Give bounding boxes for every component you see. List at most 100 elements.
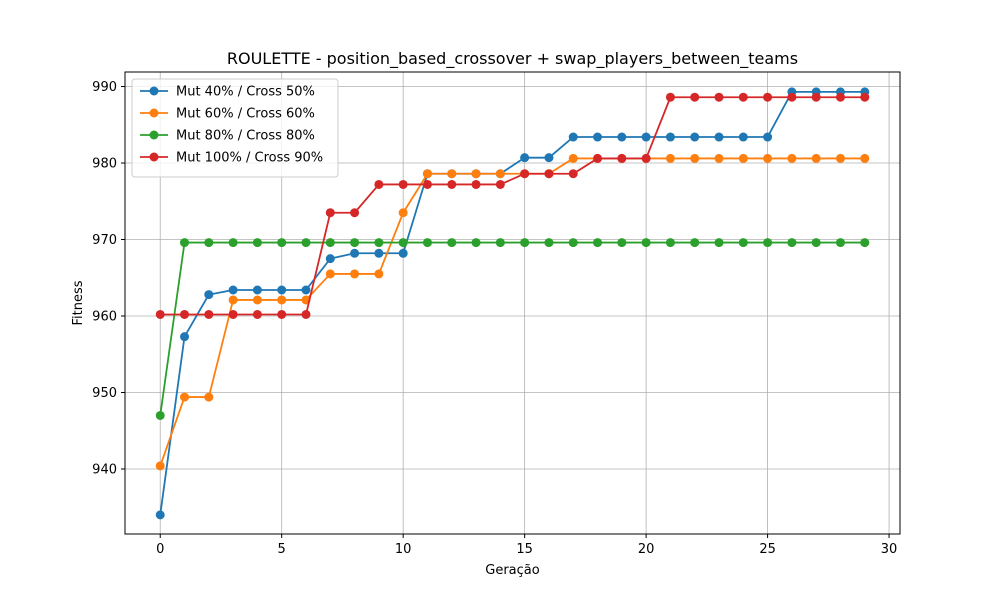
data-point: [471, 179, 481, 189]
data-point: [593, 132, 603, 142]
data-point: [787, 153, 797, 163]
data-point: [228, 309, 238, 319]
data-point: [398, 179, 408, 189]
data-point: [422, 169, 432, 179]
x-tick-label: 0: [156, 542, 164, 557]
data-point: [617, 153, 627, 163]
data-point: [350, 248, 360, 258]
data-point: [860, 92, 870, 102]
data-point: [252, 238, 262, 248]
data-point: [228, 238, 238, 248]
data-point: [374, 248, 384, 258]
y-tick-label: 960: [92, 310, 117, 325]
data-point: [155, 510, 165, 520]
x-tick-label: 20: [638, 542, 655, 557]
data-point: [690, 153, 700, 163]
data-point: [471, 169, 481, 179]
data-point: [447, 238, 457, 248]
data-point: [690, 238, 700, 248]
y-tick-label: 980: [92, 157, 117, 172]
legend-label: Mut 100% / Cross 90%: [176, 151, 323, 166]
data-point: [811, 153, 821, 163]
data-point: [763, 92, 773, 102]
data-point: [641, 153, 651, 163]
data-point: [422, 179, 432, 189]
data-point: [277, 309, 287, 319]
data-point: [665, 153, 675, 163]
data-point: [277, 285, 287, 295]
data-point: [544, 238, 554, 248]
data-point: [593, 238, 603, 248]
data-point: [520, 153, 530, 163]
legend-item: Mut 80% / Cross 80%: [140, 129, 315, 144]
data-point: [738, 132, 748, 142]
data-point: [714, 132, 724, 142]
data-point: [714, 92, 724, 102]
data-point: [398, 248, 408, 258]
data-point: [301, 285, 311, 295]
data-point: [860, 238, 870, 248]
data-point: [180, 238, 190, 248]
data-point: [593, 153, 603, 163]
data-point: [228, 295, 238, 305]
data-point: [155, 410, 165, 420]
data-point: [155, 461, 165, 471]
legend-label: Mut 40% / Cross 50%: [176, 85, 315, 100]
data-point: [471, 238, 481, 248]
series-group: [155, 87, 870, 520]
data-point: [763, 132, 773, 142]
data-point: [690, 92, 700, 102]
data-point: [495, 169, 505, 179]
data-point: [350, 269, 360, 279]
data-point: [325, 254, 335, 264]
data-point: [277, 295, 287, 305]
x-tick-label: 30: [881, 542, 898, 557]
data-point: [568, 169, 578, 179]
data-point: [811, 238, 821, 248]
data-point: [301, 238, 311, 248]
data-point: [252, 309, 262, 319]
x-tick-label: 15: [516, 542, 533, 557]
data-point: [787, 238, 797, 248]
data-point: [204, 309, 214, 319]
data-point: [787, 92, 797, 102]
y-tick-label: 940: [92, 462, 117, 477]
data-point: [277, 238, 287, 248]
axis-ticks: 0 5 10 15 20 25 30 940 950 960 970 980 990: [92, 80, 897, 557]
data-point: [155, 309, 165, 319]
legend-label: Mut 60% / Cross 60%: [176, 107, 315, 122]
y-tick-label: 970: [92, 233, 117, 248]
data-point: [180, 392, 190, 402]
data-point: [374, 238, 384, 248]
data-point: [350, 208, 360, 218]
legend-item: Mut 100% / Cross 90%: [140, 151, 323, 166]
data-point: [398, 208, 408, 218]
data-point: [835, 238, 845, 248]
legend-marker: [149, 108, 159, 118]
data-point: [835, 92, 845, 102]
data-point: [204, 290, 214, 300]
legend-marker: [149, 130, 159, 140]
data-point: [301, 309, 311, 319]
data-point: [325, 238, 335, 248]
data-point: [617, 132, 627, 142]
data-point: [738, 92, 748, 102]
data-point: [228, 285, 238, 295]
data-point: [422, 238, 432, 248]
data-point: [447, 179, 457, 189]
data-point: [520, 238, 530, 248]
chart-title: ROULETTE - position_based_crossover + sw…: [227, 49, 798, 69]
data-point: [665, 132, 675, 142]
x-axis-label: Geração: [485, 563, 539, 578]
x-tick-label: 5: [278, 542, 286, 557]
legend-label: Mut 80% / Cross 80%: [176, 129, 315, 144]
y-tick-label: 990: [92, 80, 117, 95]
data-point: [374, 269, 384, 279]
data-point: [641, 132, 651, 142]
data-point: [325, 208, 335, 218]
data-point: [860, 153, 870, 163]
data-point: [738, 153, 748, 163]
y-axis-label: Fitness: [71, 280, 86, 325]
data-point: [641, 238, 651, 248]
